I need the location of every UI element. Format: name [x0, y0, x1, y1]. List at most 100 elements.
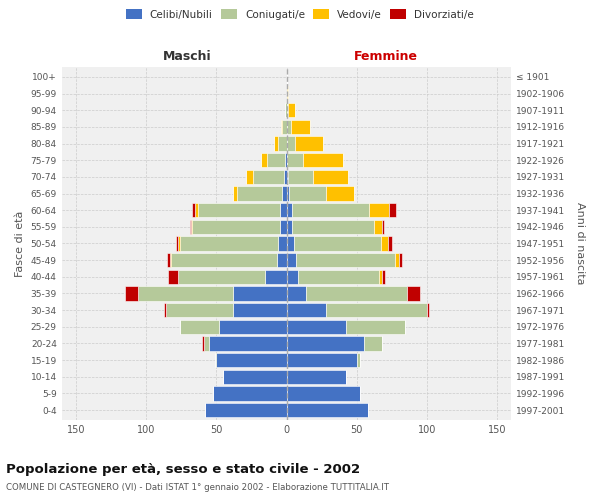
- Bar: [171, 253, 277, 267]
- Bar: [304, 153, 343, 168]
- Bar: [178, 270, 265, 284]
- Bar: [382, 220, 383, 234]
- Bar: [287, 320, 346, 334]
- Bar: [381, 236, 388, 250]
- Bar: [209, 336, 287, 350]
- Bar: [287, 270, 298, 284]
- Bar: [284, 170, 287, 184]
- Bar: [287, 236, 293, 250]
- Bar: [176, 236, 178, 250]
- Bar: [382, 270, 385, 284]
- Bar: [395, 253, 399, 267]
- Bar: [389, 203, 396, 217]
- Bar: [287, 186, 289, 200]
- Bar: [281, 120, 283, 134]
- Bar: [295, 136, 323, 150]
- Bar: [190, 220, 191, 234]
- Bar: [287, 86, 288, 101]
- Bar: [267, 153, 285, 168]
- Bar: [280, 203, 287, 217]
- Bar: [277, 253, 287, 267]
- Bar: [137, 286, 233, 300]
- Bar: [198, 203, 280, 217]
- Bar: [193, 203, 195, 217]
- Bar: [203, 336, 209, 350]
- Bar: [193, 220, 280, 234]
- Bar: [407, 286, 420, 300]
- Bar: [298, 270, 379, 284]
- Bar: [278, 136, 287, 150]
- Bar: [293, 236, 381, 250]
- Text: Maschi: Maschi: [163, 50, 212, 64]
- Bar: [292, 220, 374, 234]
- Bar: [202, 336, 203, 350]
- Bar: [278, 236, 287, 250]
- Bar: [166, 303, 233, 317]
- Bar: [170, 253, 171, 267]
- Bar: [292, 203, 370, 217]
- Bar: [283, 120, 287, 134]
- Bar: [233, 286, 287, 300]
- Bar: [287, 286, 306, 300]
- Bar: [246, 170, 253, 184]
- Bar: [195, 203, 198, 217]
- Bar: [274, 136, 278, 150]
- Bar: [180, 320, 219, 334]
- Bar: [178, 236, 180, 250]
- Bar: [287, 353, 357, 367]
- Bar: [287, 403, 368, 417]
- Bar: [164, 303, 166, 317]
- Bar: [379, 270, 382, 284]
- Text: COMUNE DI CASTEGNERO (VI) - Dati ISTAT 1° gennaio 2002 - Elaborazione TUTTITALIA: COMUNE DI CASTEGNERO (VI) - Dati ISTAT 1…: [6, 482, 389, 492]
- Bar: [374, 220, 382, 234]
- Bar: [191, 220, 193, 234]
- Bar: [288, 170, 313, 184]
- Bar: [287, 153, 304, 168]
- Legend: Celibi/Nubili, Coniugati/e, Vedovi/e, Divorziati/e: Celibi/Nubili, Coniugati/e, Vedovi/e, Di…: [122, 5, 478, 24]
- Bar: [167, 253, 170, 267]
- Bar: [287, 103, 288, 118]
- Bar: [287, 386, 359, 400]
- Bar: [296, 253, 395, 267]
- Bar: [219, 320, 287, 334]
- Bar: [346, 320, 404, 334]
- Bar: [253, 170, 284, 184]
- Bar: [291, 120, 310, 134]
- Bar: [285, 153, 287, 168]
- Bar: [261, 153, 267, 168]
- Bar: [288, 103, 295, 118]
- Bar: [287, 370, 346, 384]
- Bar: [427, 303, 428, 317]
- Bar: [326, 186, 354, 200]
- Bar: [223, 370, 287, 384]
- Bar: [205, 403, 287, 417]
- Bar: [287, 136, 295, 150]
- Y-axis label: Fasce di età: Fasce di età: [15, 210, 25, 276]
- Bar: [326, 303, 427, 317]
- Bar: [238, 186, 283, 200]
- Bar: [370, 203, 389, 217]
- Bar: [125, 286, 137, 300]
- Bar: [287, 253, 296, 267]
- Bar: [287, 120, 291, 134]
- Text: Femmine: Femmine: [353, 50, 418, 64]
- Bar: [287, 170, 288, 184]
- Bar: [287, 336, 364, 350]
- Bar: [215, 353, 216, 367]
- Bar: [285, 103, 287, 118]
- Bar: [216, 353, 287, 367]
- Bar: [313, 170, 349, 184]
- Bar: [214, 386, 287, 400]
- Bar: [364, 336, 382, 350]
- Bar: [280, 220, 287, 234]
- Bar: [283, 186, 287, 200]
- Bar: [306, 286, 407, 300]
- Bar: [399, 253, 402, 267]
- Bar: [287, 203, 292, 217]
- Bar: [180, 236, 278, 250]
- Bar: [287, 303, 326, 317]
- Bar: [265, 270, 287, 284]
- Bar: [233, 186, 238, 200]
- Bar: [169, 270, 178, 284]
- Bar: [357, 353, 359, 367]
